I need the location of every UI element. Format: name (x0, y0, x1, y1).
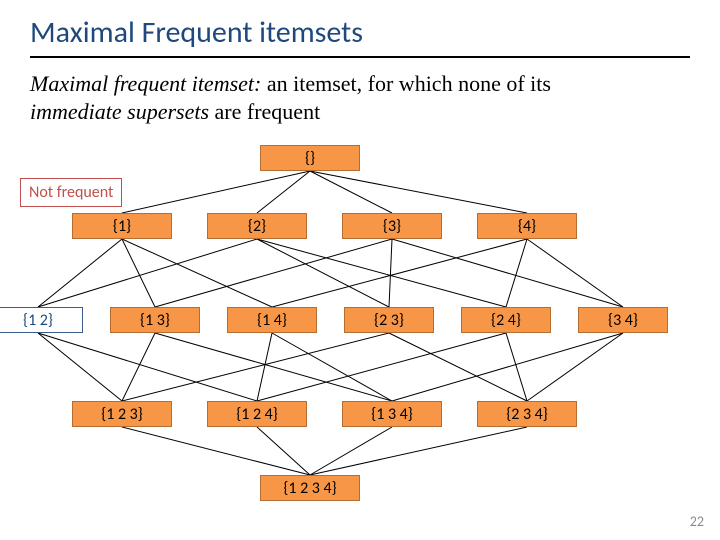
slide: Maximal Frequent itemsets Maximal freque… (0, 0, 720, 540)
node-l2-5: {3 4} (578, 307, 668, 333)
node-l1-1: {2} (207, 213, 307, 239)
node-l3-2: {1 3 4} (342, 401, 442, 427)
node-l2-1: {1 3} (110, 307, 200, 333)
node-l1-2: {3} (342, 213, 442, 239)
node-l2-0: {1 2} (0, 307, 83, 333)
node-l4-0: {1 2 3 4} (260, 475, 360, 501)
node-l1-3: {4} (477, 213, 577, 239)
node-l1-0: {1} (72, 213, 172, 239)
node-l3-3: {2 3 4} (477, 401, 577, 427)
legend-label: Not frequent (29, 183, 113, 202)
node-l2-2: {1 4} (227, 307, 317, 333)
lattice-edges (0, 0, 720, 540)
node-l3-1: {1 2 4} (207, 401, 307, 427)
node-l2-4: {2 4} (461, 307, 551, 333)
node-l2-3: {2 3} (344, 307, 434, 333)
legend-not-frequent: Not frequent (20, 178, 122, 207)
node-l3-0: {1 2 3} (72, 401, 172, 427)
node-l0-0: {} (260, 145, 360, 171)
